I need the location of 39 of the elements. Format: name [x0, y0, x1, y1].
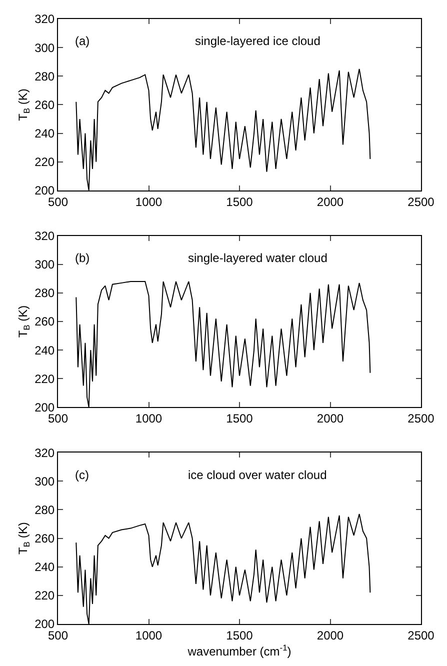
y-tick-label: 240	[34, 343, 55, 358]
y-tick-label: 300	[34, 40, 55, 55]
y-tick-label: 280	[34, 286, 55, 300]
annotation: (c)	[75, 468, 89, 482]
y-tick-label: 320	[34, 12, 55, 26]
annotation: single-layered water cloud	[188, 251, 328, 265]
x-tick-label: 1000	[135, 628, 162, 642]
y-tick-label: 220	[34, 588, 55, 603]
x-tick-label: 1000	[135, 412, 162, 426]
y-tick-label: 240	[34, 126, 55, 140]
x-tick-label: 2500	[408, 194, 435, 209]
y-tick-label: 260	[34, 314, 55, 329]
y-tick-label: 260	[34, 531, 55, 546]
x-axis-title: wavenumber (cm$^{-1}$)	[186, 642, 292, 658]
annotation: (b)	[75, 251, 90, 265]
y-tick-label: 280	[34, 69, 55, 84]
x-tick-label: 2500	[408, 412, 435, 426]
y-tick-label: 200	[34, 400, 55, 414]
x-tick-label: 1500	[226, 194, 254, 209]
y-tick-label: 240	[34, 560, 55, 574]
x-tick-label: 2000	[316, 628, 344, 642]
y-tick-label: 280	[34, 502, 55, 517]
x-tick-label: 1500	[226, 628, 254, 642]
x-tick-label: 1000	[135, 194, 162, 209]
x-tick-label: 2500	[408, 628, 435, 642]
annotation: single-layered ice cloud	[195, 34, 320, 48]
x-tick-label: 500	[48, 412, 68, 426]
y-tick-label: 300	[34, 474, 55, 488]
y-tick-label: 320	[34, 446, 55, 460]
annotation: (a)	[75, 34, 90, 48]
y-tick-label: 220	[34, 372, 55, 386]
x-tick-label: 1500	[226, 412, 254, 426]
y-tick-label: 220	[34, 155, 55, 170]
x-tick-label: 2000	[316, 194, 344, 209]
y-tick-label: 320	[34, 228, 55, 243]
x-tick-label: 2000	[316, 412, 344, 426]
y-tick-label: 260	[34, 98, 55, 112]
annotation: ice cloud over water cloud	[188, 468, 327, 482]
y-tick-label: 300	[34, 258, 55, 272]
